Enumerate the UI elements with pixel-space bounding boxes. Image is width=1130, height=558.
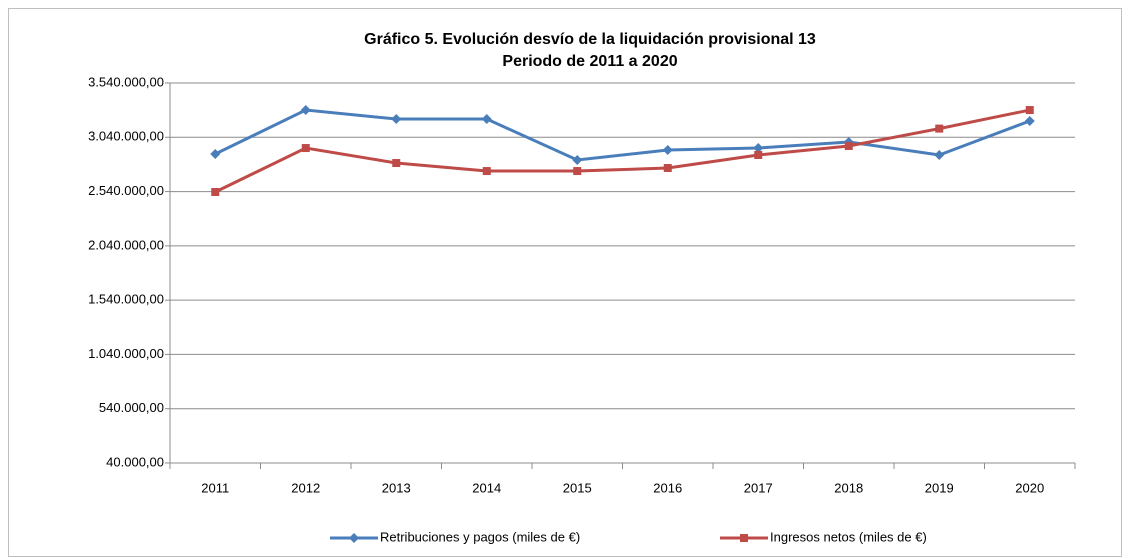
point [482, 167, 491, 176]
point [300, 105, 311, 116]
point [392, 159, 401, 168]
point [1025, 106, 1034, 115]
legend-label: Retribuciones y pagos (miles de €) [380, 529, 580, 544]
point [573, 167, 582, 176]
y-tick-label: 3.540.000,00 [88, 74, 164, 89]
point [391, 114, 402, 125]
y-tick-label: 540.000,00 [99, 400, 164, 415]
x-tick-label: 2020 [1015, 480, 1044, 495]
point [572, 154, 583, 165]
point [844, 141, 853, 150]
point [301, 144, 310, 153]
point [754, 150, 763, 159]
y-tick-label: 2.040.000,00 [88, 237, 164, 252]
legend-label: Ingresos netos (miles de €) [770, 529, 927, 544]
x-tick-label: 2016 [653, 480, 682, 495]
series-line [214, 108, 1031, 162]
point [211, 188, 220, 197]
y-tick-label: 1.540.000,00 [88, 292, 164, 307]
point [210, 149, 221, 160]
x-tick-label: 2017 [744, 480, 773, 495]
x-tick-label: 2012 [291, 480, 320, 495]
point [935, 124, 944, 133]
point [1024, 116, 1035, 126]
chart-border [8, 8, 1122, 557]
x-tick-label: 2019 [925, 480, 954, 495]
point [934, 149, 945, 160]
x-tick-label: 2018 [834, 480, 863, 495]
point [349, 533, 359, 543]
point [662, 144, 673, 155]
x-tick-label: 2011 [201, 480, 229, 495]
chart-title: Gráfico 5. Evolución desvío de la liquid… [364, 31, 816, 48]
point [753, 143, 764, 154]
chart-subtitle: Periodo de 2011 a 2020 [502, 53, 677, 70]
series-line [214, 108, 1031, 194]
x-tick-label: 2015 [563, 480, 592, 495]
x-tick-label: 2014 [472, 480, 501, 495]
point [663, 164, 672, 173]
y-tick-label: 1.040.000,00 [88, 346, 164, 361]
point [481, 114, 492, 125]
point [740, 534, 748, 542]
x-tick-label: 2013 [382, 480, 411, 495]
y-tick-label: 40.000,00 [106, 454, 164, 469]
y-tick-label: 3.040.000,00 [88, 129, 164, 144]
y-tick-label: 2.540.000,00 [88, 183, 164, 198]
